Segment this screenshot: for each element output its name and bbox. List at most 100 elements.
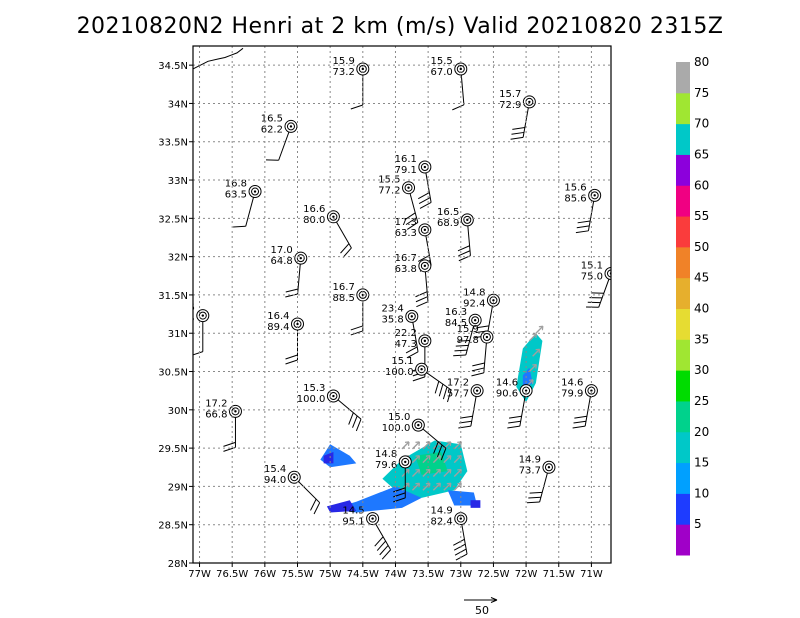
wind-barb-flag [510,136,524,140]
chart-title: 20210820N2 Henri at 2 km (m/s) Valid 202… [76,14,724,39]
station-speed: 16.7 [333,282,355,293]
wind-barb-flag [574,415,587,419]
shading-vector [432,482,441,491]
station-value: 7.5 [179,314,195,325]
wind-barb-flag [508,415,522,419]
wind-barb-flag [412,376,426,382]
station-speed: 17.3 [395,217,417,228]
station-dot [547,466,551,469]
shading-vector-head [436,455,441,460]
station-value: 62.2 [261,124,283,135]
shading-vector [422,468,431,477]
station-speed: 16.4 [267,311,289,322]
wind-barb-flag [455,344,469,347]
shading-vector-head [425,455,431,460]
wind-barb-flag [418,197,431,205]
wind-barb-flag [313,502,321,515]
station-dot [417,423,420,427]
colorbar-label: 20 [694,425,709,439]
station-dot [485,335,489,339]
y-tick-label: 32N [168,253,188,264]
station: 15.973.2 [333,56,370,110]
station-speed: 17.2 [205,398,227,409]
station-speed: 17.0 [271,245,293,256]
station-speed: 5.6 [179,303,195,314]
station-speed: 15.0 [388,412,410,423]
colorbar: 5 10 15 20 25 30 35 40 45 50 55 60 65 70 75 80 [676,55,709,556]
shading-vector [411,482,420,491]
station-speed: 15.1 [391,356,413,367]
plot-area: 15.973.215.567.015.772.916.562.216.863.5… [179,56,611,561]
station-dot [524,389,528,392]
station-dot [201,314,204,317]
station-dot [361,67,365,71]
station-speed: 16.1 [395,154,417,165]
wind-barb-flag [310,498,317,511]
station: 14.679.9 [561,378,598,429]
station: 16.763.8 [395,253,432,308]
wind-barb-flag [442,386,448,400]
station-dot [475,389,479,392]
shading-vector [453,468,462,477]
y-tick-label: 31.5N [158,291,188,302]
station-speed: 16.6 [303,204,325,215]
station: 16.680.0 [303,204,352,258]
wind-barb-flag [438,383,444,397]
wind-barb-flag [459,420,472,424]
station-value: 63.5 [225,190,247,201]
station-ring-inner [401,457,410,466]
shading-vector-head [532,363,537,369]
wind-barb-flag [342,247,352,258]
station-value: 73.7 [519,465,541,476]
wind-barb-flag [453,354,466,357]
x-tick-label: 71.5W [543,569,575,580]
station-value: 95.1 [342,517,364,528]
wind-barb-flag [476,325,489,329]
station-value: 57.7 [447,389,469,400]
y-tick-label: 31N [168,329,188,340]
wind-barb-flag [350,330,363,336]
station-value: 100.0 [297,394,326,405]
station-ring-inner [482,333,491,342]
station: 17.266.8 [205,398,242,452]
station-ring-inner [544,463,553,472]
wind-barb-flag [575,230,589,234]
wind-barb-flag [193,351,203,356]
y-tick-label: 28N [168,559,188,570]
station-ring-inner [473,386,482,395]
wind-barb-flag [458,250,471,257]
station-dot [407,186,410,189]
station: 16.788.5 [333,282,370,336]
station-value: 92.4 [463,298,485,309]
station-ring-inner [296,254,305,263]
data-layer: 15.973.215.567.015.772.916.562.216.863.5… [179,47,611,561]
shading-vector-head [436,468,441,474]
wind-barb-flag [381,549,391,560]
station-speed: 22.2 [395,328,417,339]
colorbar-swatch [676,462,690,494]
shading-patch [323,451,334,464]
shading-vector-head [535,348,541,354]
shading-vector-head [415,468,421,474]
x-tick-label: 76W [254,569,277,580]
shading-vector-head [538,325,544,331]
station-dot [420,368,423,371]
station-speed: 17.2 [447,378,469,389]
station-dot [423,264,427,268]
shading-vector [443,468,452,477]
station-dot [289,125,293,128]
station-dot [253,190,257,193]
station-dot [332,394,335,398]
station-speed: 15.9 [333,56,355,67]
wind-barb-flag [350,325,363,331]
wind-barb-flag [572,425,586,429]
colorbar-label: 30 [694,363,709,377]
colorbar-label: 15 [694,456,709,470]
station-dot [293,476,296,479]
colorbar-swatch [676,246,690,279]
shading-patch [447,490,478,506]
station-value: 100.0 [385,367,414,378]
